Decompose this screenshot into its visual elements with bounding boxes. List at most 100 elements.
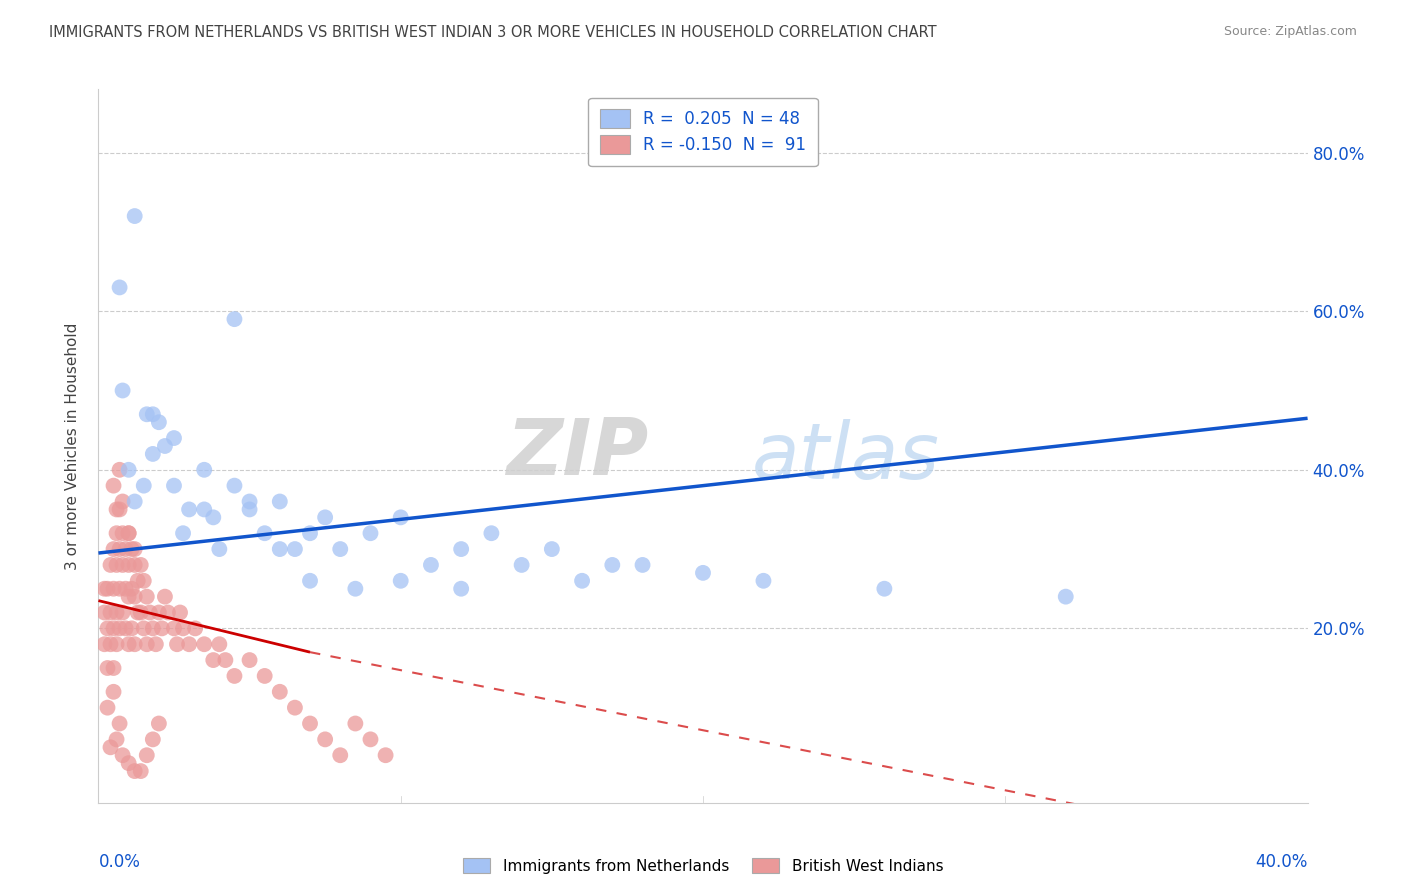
- Point: [105, 606, 128, 620]
- Point: [163, 478, 186, 492]
- Point: [93, 606, 115, 620]
- Point: [129, 558, 152, 572]
- Point: [253, 669, 276, 683]
- Point: [103, 621, 125, 635]
- Point: [118, 637, 141, 651]
- Legend: Immigrants from Netherlands, British West Indians: Immigrants from Netherlands, British Wes…: [457, 852, 949, 880]
- Point: [873, 582, 896, 596]
- Point: [96, 661, 118, 675]
- Point: [571, 574, 593, 588]
- Point: [142, 732, 165, 747]
- Text: IMMIGRANTS FROM NETHERLANDS VS BRITISH WEST INDIAN 3 OR MORE VEHICLES IN HOUSEHO: IMMIGRANTS FROM NETHERLANDS VS BRITISH W…: [49, 25, 936, 40]
- Point: [224, 478, 246, 492]
- Point: [208, 637, 231, 651]
- Legend: R =  0.205  N = 48, R = -0.150  N =  91: R = 0.205 N = 48, R = -0.150 N = 91: [588, 97, 818, 166]
- Point: [172, 621, 194, 635]
- Point: [163, 431, 186, 445]
- Point: [450, 582, 472, 596]
- Point: [105, 732, 128, 747]
- Point: [239, 494, 262, 508]
- Point: [148, 415, 170, 429]
- Point: [108, 280, 131, 294]
- Point: [344, 716, 367, 731]
- Point: [111, 748, 134, 763]
- Point: [631, 558, 654, 572]
- Point: [118, 526, 141, 541]
- Point: [124, 209, 146, 223]
- Point: [510, 558, 533, 572]
- Point: [360, 732, 382, 747]
- Point: [153, 439, 176, 453]
- Point: [166, 637, 188, 651]
- Point: [169, 606, 191, 620]
- Point: [172, 526, 194, 541]
- Point: [193, 637, 215, 651]
- Point: [202, 653, 225, 667]
- Point: [163, 621, 186, 635]
- Point: [127, 606, 149, 620]
- Point: [96, 621, 118, 635]
- Point: [108, 463, 131, 477]
- Point: [108, 621, 131, 635]
- Point: [1054, 590, 1077, 604]
- Point: [314, 510, 336, 524]
- Text: atlas: atlas: [751, 418, 939, 495]
- Point: [118, 558, 141, 572]
- Point: [329, 748, 352, 763]
- Point: [184, 621, 207, 635]
- Point: [132, 621, 155, 635]
- Point: [148, 606, 170, 620]
- Point: [156, 606, 179, 620]
- Point: [114, 621, 136, 635]
- Point: [214, 653, 236, 667]
- Point: [299, 574, 322, 588]
- Point: [132, 478, 155, 492]
- Point: [103, 685, 125, 699]
- Point: [389, 510, 412, 524]
- Point: [329, 542, 352, 557]
- Point: [692, 566, 714, 580]
- Point: [124, 637, 146, 651]
- Point: [299, 716, 322, 731]
- Point: [124, 542, 146, 557]
- Point: [269, 542, 291, 557]
- Point: [142, 447, 165, 461]
- Point: [239, 653, 262, 667]
- Point: [100, 740, 122, 755]
- Point: [139, 606, 162, 620]
- Point: [132, 574, 155, 588]
- Point: [100, 558, 122, 572]
- Point: [108, 582, 131, 596]
- Point: [389, 574, 412, 588]
- Point: [121, 621, 143, 635]
- Point: [314, 732, 336, 747]
- Point: [239, 502, 262, 516]
- Point: [269, 494, 291, 508]
- Point: [105, 526, 128, 541]
- Point: [202, 510, 225, 524]
- Point: [127, 574, 149, 588]
- Point: [118, 463, 141, 477]
- Point: [540, 542, 562, 557]
- Point: [103, 661, 125, 675]
- Point: [129, 606, 152, 620]
- Point: [124, 590, 146, 604]
- Point: [105, 637, 128, 651]
- Point: [111, 558, 134, 572]
- Point: [96, 700, 118, 714]
- Text: 0.0%: 0.0%: [98, 853, 141, 871]
- Point: [124, 764, 146, 778]
- Point: [179, 502, 201, 516]
- Point: [135, 748, 157, 763]
- Point: [150, 621, 173, 635]
- Point: [111, 606, 134, 620]
- Point: [135, 590, 157, 604]
- Point: [121, 582, 143, 596]
- Point: [344, 582, 367, 596]
- Point: [450, 542, 472, 557]
- Point: [118, 526, 141, 541]
- Point: [145, 637, 167, 651]
- Text: Source: ZipAtlas.com: Source: ZipAtlas.com: [1223, 25, 1357, 38]
- Point: [121, 542, 143, 557]
- Point: [124, 558, 146, 572]
